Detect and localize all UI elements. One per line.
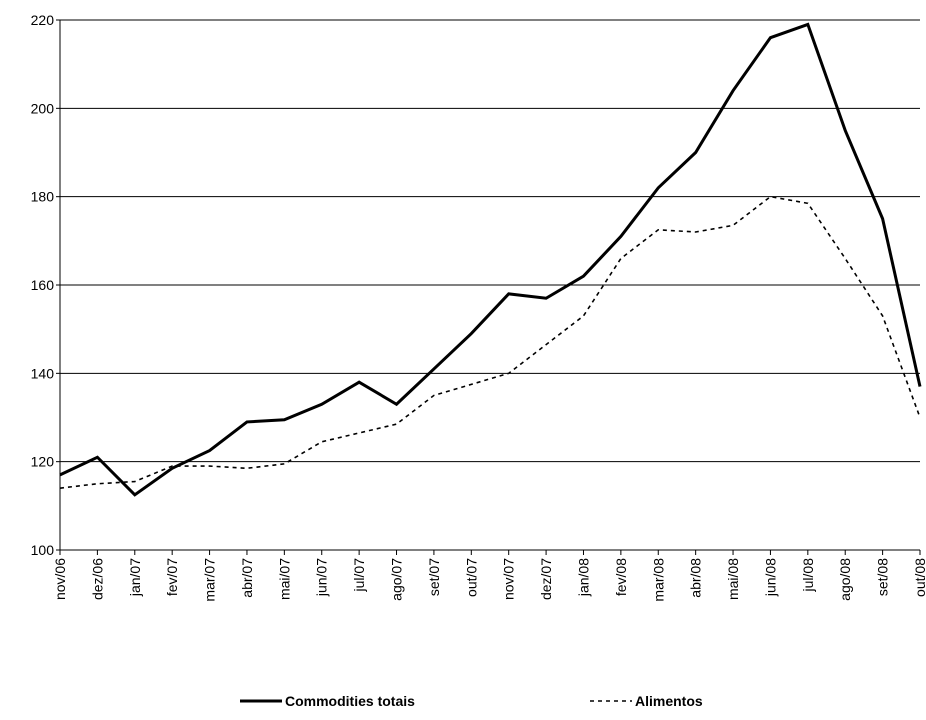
x-tick-label: jul/07 xyxy=(351,558,367,593)
y-tick-label: 100 xyxy=(31,542,55,558)
y-tick-label: 200 xyxy=(31,100,55,116)
x-tick-label: fev/07 xyxy=(164,558,180,596)
x-tick-label: out/07 xyxy=(463,558,479,597)
series-line xyxy=(59,195,921,489)
x-tick-label: jul/08 xyxy=(800,558,816,593)
x-tick-label: fev/08 xyxy=(613,558,629,596)
legend-label: Commodities totais xyxy=(285,693,415,709)
y-tick-label: 180 xyxy=(31,189,55,205)
y-tick-label: 220 xyxy=(31,12,55,28)
x-tick-label: ago/08 xyxy=(837,558,853,601)
x-tick-label: nov/06 xyxy=(52,558,68,600)
x-tick-label: ago/07 xyxy=(389,558,405,601)
y-tick-label: 160 xyxy=(31,277,55,293)
x-tick-label: dez/06 xyxy=(89,558,105,600)
x-tick-label: abr/07 xyxy=(239,558,255,598)
series-line xyxy=(59,22,922,497)
x-tick-label: set/07 xyxy=(426,558,442,596)
x-tick-label: jun/07 xyxy=(314,558,330,597)
x-tick-label: mar/07 xyxy=(202,558,218,602)
y-tick-label: 120 xyxy=(31,454,55,470)
x-tick-label: mar/08 xyxy=(650,558,666,602)
x-tick-label: jan/07 xyxy=(127,558,143,597)
x-tick-label: set/08 xyxy=(875,558,891,596)
y-tick-label: 140 xyxy=(31,365,55,381)
x-tick-label: jun/08 xyxy=(762,558,778,597)
x-tick-label: mai/07 xyxy=(276,558,292,600)
x-tick-label: nov/07 xyxy=(501,558,517,600)
x-tick-label: out/08 xyxy=(912,558,926,597)
x-tick-label: abr/08 xyxy=(688,558,704,598)
x-tick-label: dez/07 xyxy=(538,558,554,600)
x-tick-label: mai/08 xyxy=(725,558,741,600)
legend-label: Alimentos xyxy=(635,693,703,709)
x-tick-label: jan/08 xyxy=(575,558,591,597)
